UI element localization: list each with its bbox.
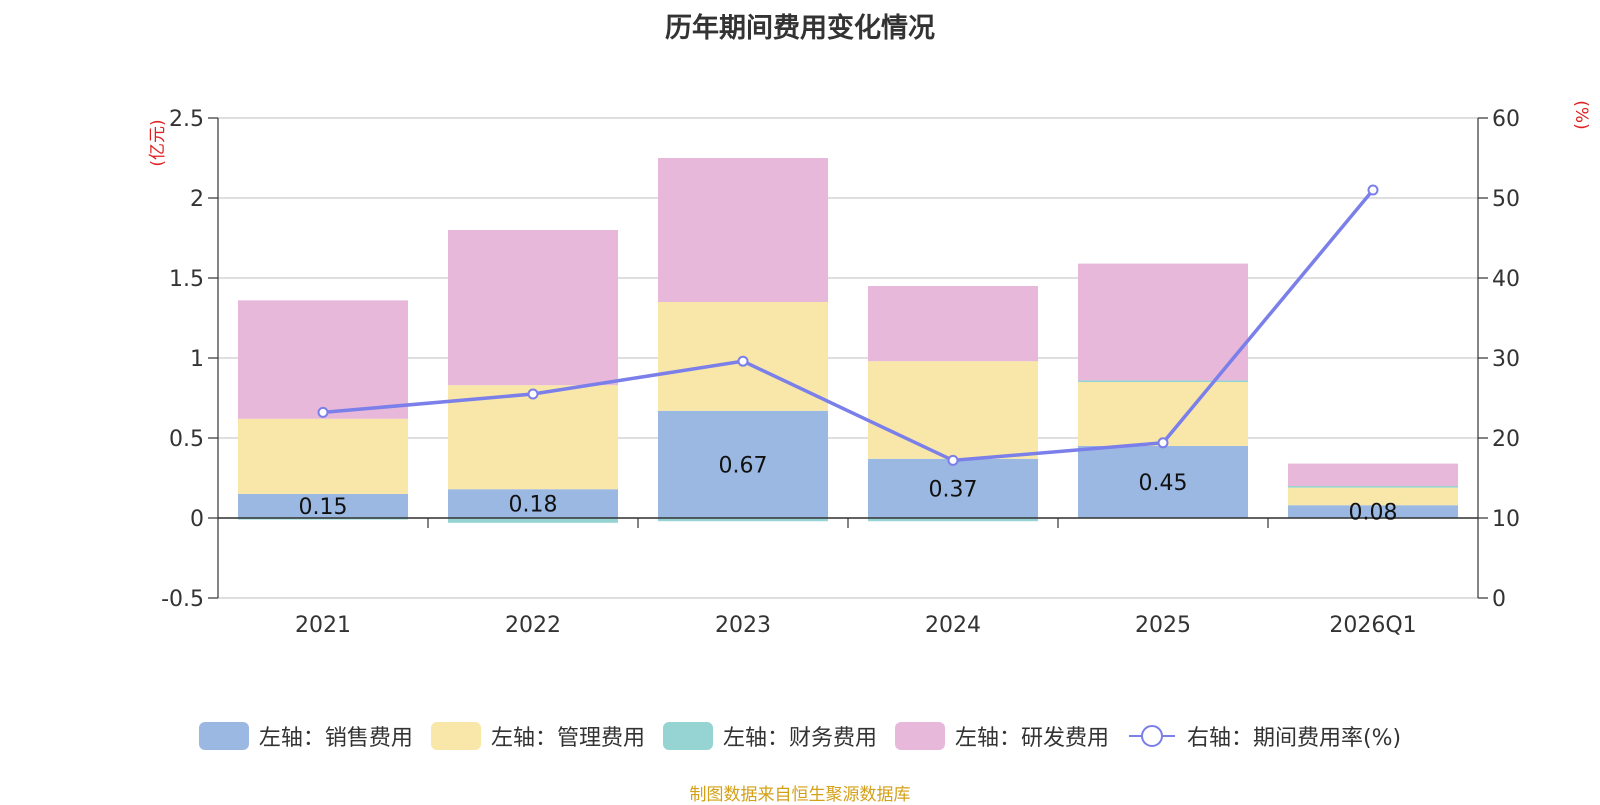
bar--2022 [448,385,618,490]
bar--2026Q1 [1288,487,1458,506]
right-tick-label: 40 [1492,267,1520,292]
bar--2025 [1078,446,1248,518]
bar--2021 [238,494,408,518]
rate-line [317,184,1379,466]
legend-item[interactable]: 左轴：销售费用 [198,720,413,752]
rate-point-2026Q1 [1367,184,1379,196]
bar--2021 [238,300,408,419]
rate-point-2021 [317,406,329,418]
left-tick-label: 1 [190,347,204,372]
legend-item[interactable]: 左轴：财务费用 [662,720,877,752]
data-label: 0.18 [509,493,558,518]
bar--2024 [868,361,1038,459]
bars [238,158,1458,523]
bar--2022 [448,230,618,386]
legend-label: 右轴：期间费用率(%) [1186,726,1402,751]
legend-label: 左轴：研发费用 [954,726,1109,751]
legend-swatch [894,722,945,750]
x-tick-label: 2025 [1135,613,1191,638]
bar--2025 [1078,382,1248,446]
bar--2022 [448,489,618,518]
x-tick-label: 2023 [715,613,771,638]
legend-label: 左轴：管理费用 [490,726,645,751]
legend-swatch [662,722,713,750]
left-axis-unit: (亿元) [148,119,168,166]
bar--2023 [658,158,828,302]
left-tick-label: 0.5 [169,427,204,452]
bar--2024 [868,518,1038,522]
left-tick-label: 1.5 [169,267,204,292]
right-tick-label: 60 [1492,107,1520,132]
x-tick-label: 2026Q1 [1329,613,1416,638]
x-tick-label: 2022 [505,613,561,638]
left-tick-label: -0.5 [161,587,204,612]
legend-label: 左轴：销售费用 [258,726,413,751]
left-tick-label: 0 [190,507,204,532]
right-axis-unit: (%) [1571,100,1591,129]
legend-item[interactable]: 左轴：研发费用 [894,720,1109,752]
data-label: 0.45 [1139,471,1188,496]
right-tick-label: 50 [1492,187,1520,212]
rate-line-path [322,188,1375,463]
right-tick-label: 30 [1492,347,1520,372]
x-tick-label: 2024 [925,613,981,638]
rate-point-2024 [947,454,959,466]
legend-item[interactable]: 右轴：期间费用率(%) [1127,720,1401,752]
rate-point-2025 [1157,437,1169,449]
rate-point-2022 [527,388,539,400]
axes: -0.5 0 0.5 1 1.5 2 2.5 0 10 20 30 40 50 60 2021 2022 202… [161,107,1520,638]
legend-line-marker-icon [1128,725,1175,747]
left-tick-label: 2 [190,187,204,212]
legend-label: 左轴：财务费用 [722,726,877,751]
right-tick-label: 20 [1492,427,1520,452]
rate-point-2023 [737,355,749,367]
bar--2026Q1 [1288,505,1458,518]
bar--2024 [868,286,1038,362]
bar--2025 [1078,263,1248,381]
bar--2024 [868,458,1038,518]
bar--2021 [238,418,408,494]
bar--2026Q1 [1288,463,1458,486]
bar--2025 [1078,380,1248,382]
data-labels: 0.15 0.18 0.67 0.37 0.45 0.08 [299,453,1398,525]
chart-title: 历年期间费用变化情况 [665,13,935,44]
chart-canvas: -0.5 0 0.5 1 1.5 2 2.5 0 10 20 30 40 50 60 2021 2022 202… [148,100,1591,638]
left-tick-label: 2.5 [169,107,204,132]
legend-swatch [430,722,481,750]
x-tick-label: 2021 [295,613,351,638]
source-note: 制图数据来自恒生聚源数据库 [689,785,911,805]
legend: 左轴：销售费用 左轴：管理费用 左轴：财务费用 左轴：研发费用 右轴：期间费用率(%) [0,720,1600,752]
data-label: 0.67 [719,453,768,478]
legend-item[interactable]: 左轴：管理费用 [430,720,645,752]
bar--2022 [448,518,618,523]
bar--2023 [658,518,828,522]
bar--2021 [238,518,408,520]
data-label: 0.37 [929,477,978,502]
legend-swatch [198,722,249,750]
right-tick-label: 10 [1492,507,1520,532]
data-label: 0.15 [299,495,348,520]
bar--2023 [658,410,828,518]
data-label: 0.08 [1349,501,1398,526]
bar--2026Q1 [1288,486,1458,488]
right-tick-label: 0 [1492,587,1506,612]
